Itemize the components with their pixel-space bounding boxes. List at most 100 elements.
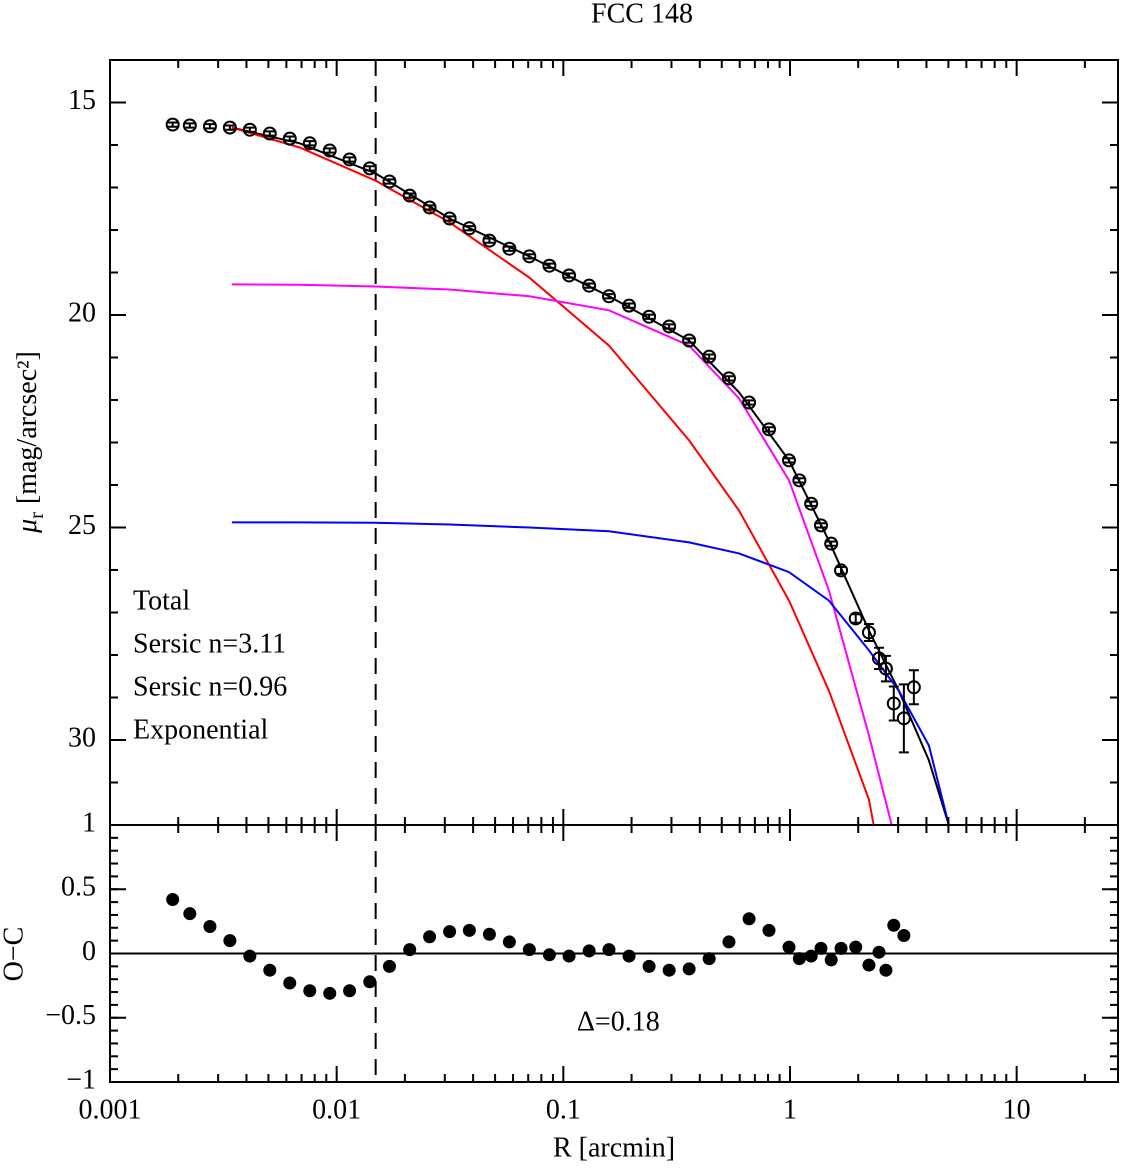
error-bar xyxy=(264,130,275,137)
error-bar xyxy=(806,500,817,507)
error-bar xyxy=(898,683,909,754)
error-bar xyxy=(880,654,891,683)
legend-label: Sersic n=0.96 xyxy=(133,671,287,702)
error-bar xyxy=(544,262,555,269)
data-point xyxy=(322,143,337,158)
y-tick-label: −1 xyxy=(66,1064,96,1095)
residual-point xyxy=(862,958,876,972)
model-curve xyxy=(231,126,950,825)
residual-point xyxy=(879,963,893,977)
residual-point xyxy=(363,975,377,989)
residual-point xyxy=(522,943,536,957)
legend-label: Exponential xyxy=(133,714,269,745)
y-tick-label: 20 xyxy=(68,297,96,328)
error-bar xyxy=(304,140,315,147)
plot-area xyxy=(110,825,1118,1082)
data-point xyxy=(562,268,577,283)
data-point xyxy=(824,536,839,551)
error-bar xyxy=(404,192,415,199)
data-point xyxy=(402,188,417,203)
residual-point xyxy=(762,923,776,937)
y-label-text: [mag/arcsec²] xyxy=(12,351,43,504)
residual-point xyxy=(382,959,396,973)
data-point xyxy=(878,661,893,676)
data-point xyxy=(282,131,297,146)
model-curve xyxy=(231,126,875,825)
data-point xyxy=(792,473,807,488)
error-bar xyxy=(584,282,595,289)
error-bar xyxy=(184,122,195,129)
frame xyxy=(109,59,1119,826)
data-point xyxy=(642,309,657,324)
legend-label: Sersic n=3.11 xyxy=(133,628,286,659)
legend-label: Total xyxy=(133,585,190,616)
error-bar xyxy=(908,669,919,706)
y-label-subscript: r xyxy=(26,512,48,519)
plot-area xyxy=(165,60,950,825)
residual-point xyxy=(203,920,217,934)
residual-point xyxy=(622,949,636,963)
x-tick-label: 0.01 xyxy=(312,1094,361,1125)
data-point xyxy=(302,136,317,151)
residual-point xyxy=(834,941,848,955)
error-bar xyxy=(504,245,515,252)
error-bar xyxy=(815,522,826,529)
error-bar xyxy=(850,613,861,624)
residual-point xyxy=(423,930,437,944)
data-point xyxy=(542,258,557,273)
y-label-symbol: μ xyxy=(12,519,43,534)
residual-point xyxy=(872,945,886,959)
residual-point xyxy=(702,952,716,966)
error-bar xyxy=(723,375,734,382)
x-tick-label: 10 xyxy=(1003,1094,1031,1125)
data-point xyxy=(813,518,828,533)
data-point xyxy=(742,395,757,410)
model-curve xyxy=(231,283,893,825)
data-point xyxy=(804,496,819,511)
residual-point xyxy=(542,948,556,962)
y-tick-label: 25 xyxy=(68,510,96,541)
error-bar xyxy=(744,399,755,406)
error-bar xyxy=(244,126,255,133)
residual-point xyxy=(562,949,576,963)
data-point xyxy=(242,122,257,137)
chart-title: FCC 148 xyxy=(591,0,693,29)
x-axis-label: R [arcmin] xyxy=(553,1132,675,1163)
residual-point xyxy=(887,918,901,932)
data-point xyxy=(502,241,517,256)
error-bar xyxy=(224,124,235,131)
data-point xyxy=(848,611,863,626)
data-point xyxy=(482,233,497,248)
residual-point xyxy=(602,943,616,957)
error-bar xyxy=(763,426,774,433)
error-bar xyxy=(704,353,715,360)
residual-point xyxy=(482,927,496,941)
data-point xyxy=(761,422,776,437)
y-tick-label: 30 xyxy=(68,722,96,753)
residual-point xyxy=(166,893,180,907)
residual-point xyxy=(443,925,457,939)
data-point xyxy=(834,563,849,578)
residual-point xyxy=(403,943,417,957)
residual-point xyxy=(303,984,317,998)
residual-point xyxy=(722,935,736,949)
error-bar xyxy=(167,121,178,128)
residual-point xyxy=(792,952,806,966)
data-point xyxy=(462,221,477,236)
data-point xyxy=(886,696,901,711)
data-point xyxy=(422,200,437,215)
error-bar xyxy=(384,178,395,185)
data-point xyxy=(342,152,357,167)
error-bar xyxy=(324,147,335,154)
data-point xyxy=(861,625,876,640)
error-bar xyxy=(444,215,455,222)
data-point xyxy=(682,333,697,348)
data-point xyxy=(601,289,616,304)
error-bar xyxy=(836,566,847,575)
y-axis-label: O−C xyxy=(0,927,29,982)
residual-point xyxy=(183,907,197,921)
error-bar xyxy=(364,165,375,172)
residual-point xyxy=(343,984,357,998)
data-point xyxy=(622,298,637,313)
residual-point xyxy=(824,953,838,967)
